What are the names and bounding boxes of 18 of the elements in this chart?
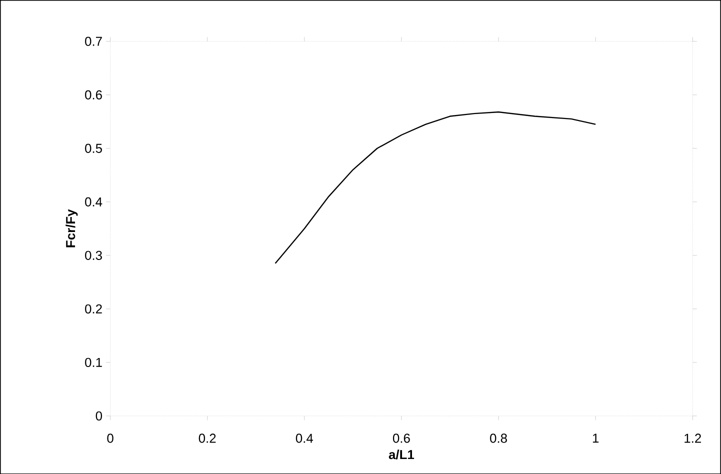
y-tick-label: 0.4 <box>85 197 102 206</box>
y-axis-title: Fcr/Fy <box>66 209 78 248</box>
y-tick-label: 0.7 <box>85 36 102 46</box>
x-axis-title: a/L1 <box>388 450 414 460</box>
y-tick-label: 0.2 <box>85 304 102 314</box>
x-tick-label: 0.8 <box>490 434 507 443</box>
y-tick-label: 0 <box>96 411 102 420</box>
y-tick-label: 0.1 <box>85 358 102 367</box>
x-tick-label: 0.4 <box>296 434 314 443</box>
y-tick-label: 0.3 <box>85 250 102 260</box>
x-tick-label: 0.2 <box>198 434 216 443</box>
x-tick-label: 1 <box>592 434 599 442</box>
y-tick-label: 0.5 <box>85 144 102 153</box>
x-tick-label: 0 <box>107 434 114 443</box>
y-tick-label: 0.6 <box>85 90 102 100</box>
line-series <box>274 111 596 264</box>
x-tick-label: 0.6 <box>392 434 410 443</box>
x-tick-label: 1.2 <box>684 434 701 443</box>
